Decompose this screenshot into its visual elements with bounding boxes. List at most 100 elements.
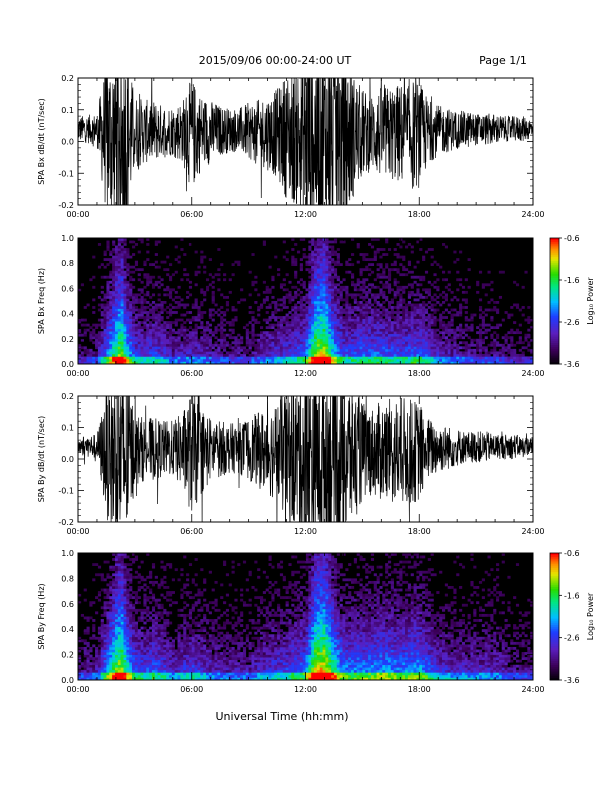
bx-spectrogram-cell — [467, 348, 471, 352]
by-spectrogram-cell — [106, 575, 110, 579]
bx-spectrogram-cell — [382, 308, 386, 312]
bx-spectrogram-cell — [117, 238, 121, 241]
bx-spectrogram-cell — [439, 303, 443, 307]
bx-spectrogram-cell — [390, 323, 394, 327]
bx-spectrogram-cell — [513, 343, 517, 347]
bx-spectrogram-cell — [296, 280, 301, 284]
bx-spectrogram-cell — [228, 333, 232, 337]
bx-spectrogram-cell — [459, 356, 463, 360]
bx-spectrogram-cell — [345, 316, 349, 319]
bx-spectrogram-cell — [359, 323, 363, 327]
bx-spectrogram-cell — [154, 243, 158, 246]
bx-spectrogram-cell — [143, 318, 147, 322]
bx-spectrogram-cell — [203, 353, 207, 357]
by-dbdt-x-tick-label: 06:00 — [180, 527, 203, 536]
bx-spectrogram-cell — [97, 308, 102, 312]
bx-spectrogram-cell — [410, 293, 414, 297]
bx-spectrogram-cell — [399, 341, 403, 345]
bx-spectrogram-cell — [396, 341, 400, 345]
bx-spectrogram-cell — [296, 288, 301, 292]
bx-spectrogram-cell — [325, 298, 329, 302]
bx-spectrogram-cell — [305, 260, 309, 264]
bx-spectrogram-cell — [351, 275, 355, 279]
bx-spectrogram-cell — [208, 283, 212, 287]
bx-spectrogram-cell — [379, 358, 383, 362]
bx-spectrogram-cell — [353, 288, 357, 292]
bx-spectrogram-cell — [331, 306, 335, 309]
bx-spectrogram-cell — [490, 333, 494, 337]
by-spectrogram-cell — [120, 657, 124, 660]
bx-spectrogram-cell — [333, 238, 338, 241]
bx-spectrogram-cell — [319, 313, 323, 317]
bx-spectrogram-cell — [390, 298, 394, 302]
bx-spectrogram-cell — [169, 308, 173, 312]
bx-spectrogram-cell — [419, 336, 423, 340]
by-dbdt-y-tick-label: 0.1 — [61, 424, 74, 433]
bx-spectrogram-cell — [328, 270, 332, 274]
bx-spectrogram-cell — [373, 361, 377, 365]
bx-spectrogram-cell — [348, 361, 352, 365]
bx-spectrogram-cell — [143, 316, 147, 319]
bx-spectrogram-cell — [498, 361, 503, 365]
bx-spectrogram-cell — [342, 326, 346, 330]
bx-spectrogram-cell — [137, 356, 141, 360]
bx-spectrogram-cell — [496, 351, 500, 355]
bx-spectrogram-cell — [387, 301, 392, 304]
bx-spectrogram-cell — [331, 270, 335, 274]
bx-spectrogram-cell — [146, 306, 150, 309]
bx-spectrogram-cell — [387, 326, 392, 330]
bx-spectrogram-cell — [205, 321, 210, 324]
bx-spectrogram-cell — [134, 343, 139, 347]
bx-spectrogram-cell — [405, 341, 409, 345]
bx-spectrogram-cell — [126, 280, 130, 284]
bx-spectrogram-cell — [114, 258, 119, 261]
bx-spectrogram-cell — [302, 331, 306, 335]
bx-spectrogram-cell — [365, 268, 369, 272]
bx-spectrogram-cell — [365, 338, 369, 342]
bx-spectrogram-cell — [245, 323, 249, 327]
bx-spectrogram-cell — [368, 303, 372, 307]
chart-title: 2015/09/06 00:00-24:00 UT — [199, 54, 352, 67]
bx-spectrogram-cell — [183, 321, 187, 324]
bx-spectrogram-cell — [484, 313, 488, 317]
bx-spectrogram-cell — [117, 358, 121, 362]
bx-spectrogram-cell — [342, 333, 346, 337]
bx-spectrogram-cell — [490, 336, 494, 340]
bx-spectrogram-cell — [126, 348, 130, 352]
bx-spectrogram-cell — [402, 356, 406, 360]
bx-spectrogram-cell — [302, 253, 306, 256]
bx-spectrogram-cell — [345, 308, 349, 312]
bx-spectrogram-cell — [132, 333, 136, 337]
bx-spectrogram-y-tick-label: 0.6 — [61, 284, 74, 293]
by-spectrogram-cell — [103, 624, 107, 627]
bx-spectrogram-cell — [319, 288, 323, 292]
bx-spectrogram-cell — [478, 348, 483, 352]
by-spectrogram-cell — [89, 654, 93, 658]
bx-spectrogram-cell — [490, 348, 494, 352]
bx-spectrogram-cell — [399, 361, 403, 365]
bx-spectrogram-cell — [351, 346, 355, 350]
bx-spectrogram-cell — [274, 316, 278, 319]
bx-spectrogram-cell — [137, 341, 141, 345]
bx-spectrogram-cell — [530, 356, 534, 360]
bx-spectrogram-cell — [305, 293, 309, 297]
bx-spectrogram-cell — [362, 258, 366, 261]
bx-spectrogram-cell — [339, 295, 343, 299]
bx-spectrogram-cell — [271, 348, 275, 352]
by-spectrogram-cell — [112, 608, 116, 612]
by-spectrogram-cell — [103, 664, 107, 668]
bx-spectrogram-cell — [299, 283, 303, 287]
bx-spectrogram-cell — [353, 336, 357, 340]
bx-spectrogram-cell — [345, 331, 349, 335]
by-spectrogram-cell — [97, 667, 102, 671]
bx-spectrogram-cell — [439, 323, 443, 327]
by-spectrogram-cell — [117, 560, 121, 564]
bx-spectrogram-cell — [123, 285, 127, 289]
by-spectrogram-cell — [114, 624, 119, 627]
bx-spectrogram-cell — [342, 346, 346, 350]
bx-spectrogram-cell — [399, 318, 403, 322]
bx-spectrogram-cell — [117, 298, 121, 302]
by-spectrogram-cell — [117, 593, 121, 597]
bx-spectrogram-cell — [311, 306, 315, 309]
